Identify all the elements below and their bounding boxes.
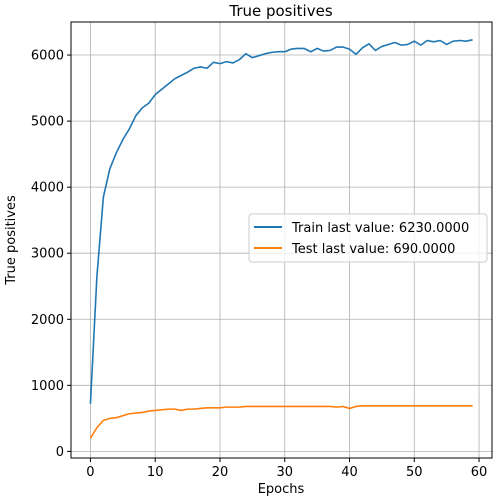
legend-test-label: Test last value: 690.0000 — [291, 242, 455, 257]
y-tick-label: 2000 — [31, 313, 64, 328]
x-tick-label: 40 — [341, 465, 358, 480]
x-tick-label: 60 — [471, 465, 488, 480]
x-tick-label: 20 — [212, 465, 229, 480]
y-tick-label: 4000 — [31, 181, 64, 196]
test-series-line — [89, 405, 473, 439]
x-tick-label: 0 — [86, 465, 94, 480]
series-layer — [89, 39, 473, 439]
x-axis-label: Epochs — [258, 482, 305, 497]
y-tick-label: 3000 — [31, 247, 64, 262]
y-tick-label: 0 — [56, 445, 64, 460]
legend-box — [248, 213, 488, 263]
y-axis-label: True positives — [4, 195, 19, 286]
plot-frame — [70, 21, 493, 459]
x-axis-ticks: 0 10 20 30 40 50 60 — [86, 458, 487, 480]
x-tick-label: 10 — [147, 465, 164, 480]
train-series-line — [89, 39, 473, 404]
legend-train-label: Train last value: 6230.0000 — [291, 221, 469, 236]
legend: Train last value: 6230.0000 Test last va… — [248, 213, 488, 263]
y-tick-label: 5000 — [31, 115, 64, 130]
x-tick-label: 30 — [276, 465, 293, 480]
y-tick-label: 1000 — [31, 379, 64, 394]
chart-title: True positives — [228, 2, 332, 20]
x-tick-label: 50 — [406, 465, 423, 480]
y-axis-ticks: 0 1000 2000 3000 4000 5000 6000 — [31, 49, 71, 460]
y-tick-label: 6000 — [31, 49, 64, 64]
